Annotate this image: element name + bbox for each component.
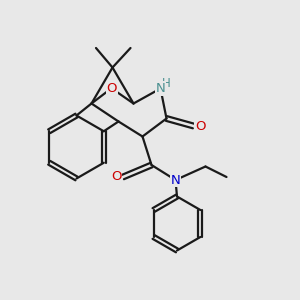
Text: O: O [106,82,117,95]
Text: N: N [156,82,165,95]
Text: H: H [161,76,170,90]
Text: O: O [111,170,122,184]
Text: N: N [171,173,180,187]
Text: O: O [195,119,205,133]
